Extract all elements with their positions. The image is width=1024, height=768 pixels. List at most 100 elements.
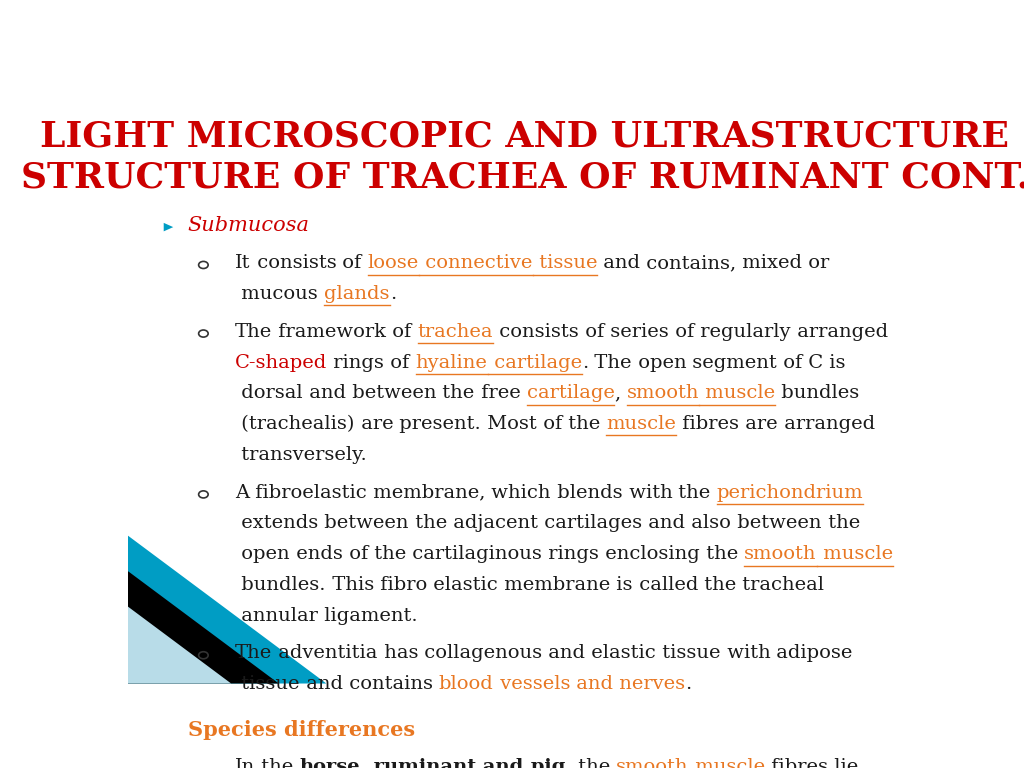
Text: bundles.: bundles. xyxy=(236,576,326,594)
Text: regularly: regularly xyxy=(694,323,791,341)
Text: the: the xyxy=(698,576,736,594)
Text: elastic: elastic xyxy=(586,644,656,663)
Text: ruminant: ruminant xyxy=(368,758,476,768)
Text: It: It xyxy=(236,254,251,272)
Text: C: C xyxy=(802,353,823,372)
Text: cartilages: cartilages xyxy=(539,515,642,532)
Text: enclosing: enclosing xyxy=(599,545,699,563)
Text: (trachealis): (trachealis) xyxy=(236,415,354,433)
Text: smooth: smooth xyxy=(616,758,689,768)
Text: and: and xyxy=(543,644,586,663)
Text: Most: Most xyxy=(481,415,537,433)
Text: with: with xyxy=(623,484,673,502)
Text: the: the xyxy=(255,758,294,768)
Text: with: with xyxy=(721,644,770,663)
Text: contains,: contains, xyxy=(640,254,736,272)
Text: has: has xyxy=(378,644,418,663)
Text: A: A xyxy=(236,484,249,502)
Text: and: and xyxy=(642,515,685,532)
Text: of: of xyxy=(384,353,410,372)
Text: muscle: muscle xyxy=(816,545,893,563)
Text: consists: consists xyxy=(494,323,580,341)
Text: the: the xyxy=(368,545,407,563)
Text: fibro: fibro xyxy=(374,576,427,594)
Text: which: which xyxy=(485,484,551,502)
Text: of: of xyxy=(386,323,412,341)
Text: adventitia: adventitia xyxy=(272,644,378,663)
Polygon shape xyxy=(128,607,231,684)
Text: called: called xyxy=(633,576,698,594)
Text: loose: loose xyxy=(368,254,419,272)
Text: hyaline: hyaline xyxy=(416,353,487,372)
Polygon shape xyxy=(128,536,327,684)
Text: present.: present. xyxy=(393,415,481,433)
Text: free: free xyxy=(474,384,520,402)
Text: membrane,: membrane, xyxy=(367,484,485,502)
Text: ligament.: ligament. xyxy=(318,607,418,624)
Text: the: the xyxy=(436,384,474,402)
Text: blood: blood xyxy=(439,675,494,694)
Text: nerves: nerves xyxy=(613,675,685,694)
Text: mucous: mucous xyxy=(236,285,317,303)
Text: segment: segment xyxy=(686,353,777,372)
Text: smooth: smooth xyxy=(627,384,699,402)
Text: bundles: bundles xyxy=(775,384,859,402)
Text: fibroelastic: fibroelastic xyxy=(249,484,367,502)
Text: the: the xyxy=(571,758,610,768)
Text: cartilaginous: cartilaginous xyxy=(407,545,542,563)
Text: glands: glands xyxy=(325,285,390,303)
Text: .: . xyxy=(390,285,396,303)
Text: or: or xyxy=(802,254,829,272)
Text: elastic: elastic xyxy=(427,576,498,594)
Text: the: the xyxy=(673,484,711,502)
Text: arranged: arranged xyxy=(778,415,876,433)
Text: between: between xyxy=(318,515,409,532)
Text: cartilage: cartilage xyxy=(487,353,582,372)
Text: of: of xyxy=(580,323,604,341)
Text: C-shaped: C-shaped xyxy=(236,353,328,372)
Text: ends: ends xyxy=(290,545,343,563)
Polygon shape xyxy=(164,727,173,735)
Text: contains: contains xyxy=(343,675,432,694)
Text: the: the xyxy=(562,415,600,433)
Text: Species differences: Species differences xyxy=(187,720,415,740)
Text: transversely.: transversely. xyxy=(236,445,367,464)
Polygon shape xyxy=(128,571,279,684)
Text: ,: , xyxy=(614,384,621,402)
Text: of: of xyxy=(343,545,368,563)
Text: LIGHT MICROSCOPIC AND ULTRASTRUCTURE: LIGHT MICROSCOPIC AND ULTRASTRUCTURE xyxy=(40,120,1010,154)
Text: horse,: horse, xyxy=(300,758,368,768)
Text: perichondrium: perichondrium xyxy=(717,484,863,502)
Text: rings: rings xyxy=(542,545,599,563)
Text: mixed: mixed xyxy=(736,254,802,272)
Text: The: The xyxy=(588,353,632,372)
Text: trachea: trachea xyxy=(418,323,494,341)
Text: The: The xyxy=(236,644,272,663)
Text: blends: blends xyxy=(551,484,623,502)
Text: muscle: muscle xyxy=(606,415,676,433)
Text: the: the xyxy=(409,515,447,532)
Text: This: This xyxy=(326,576,374,594)
Text: is: is xyxy=(610,576,633,594)
Text: fibres: fibres xyxy=(676,415,739,433)
Text: open: open xyxy=(236,545,290,563)
Text: and: and xyxy=(476,758,523,768)
Text: tissue: tissue xyxy=(656,644,721,663)
Text: arranged: arranged xyxy=(791,323,888,341)
Text: are: are xyxy=(354,415,393,433)
Text: of: of xyxy=(337,254,361,272)
Text: pig,: pig, xyxy=(523,758,571,768)
Text: between: between xyxy=(346,384,436,402)
Text: consists: consists xyxy=(251,254,337,272)
Text: vessels: vessels xyxy=(494,675,570,694)
Text: STRUCTURE OF TRACHEA OF RUMINANT CONT.: STRUCTURE OF TRACHEA OF RUMINANT CONT. xyxy=(20,161,1024,195)
Text: lie: lie xyxy=(827,758,858,768)
Text: and: and xyxy=(570,675,613,694)
Text: adipose: adipose xyxy=(770,644,853,663)
Text: cartilage: cartilage xyxy=(526,384,614,402)
Text: are: are xyxy=(739,415,778,433)
Text: tracheal: tracheal xyxy=(736,576,824,594)
Text: open: open xyxy=(632,353,686,372)
Text: muscle: muscle xyxy=(699,384,775,402)
Text: and: and xyxy=(303,384,346,402)
